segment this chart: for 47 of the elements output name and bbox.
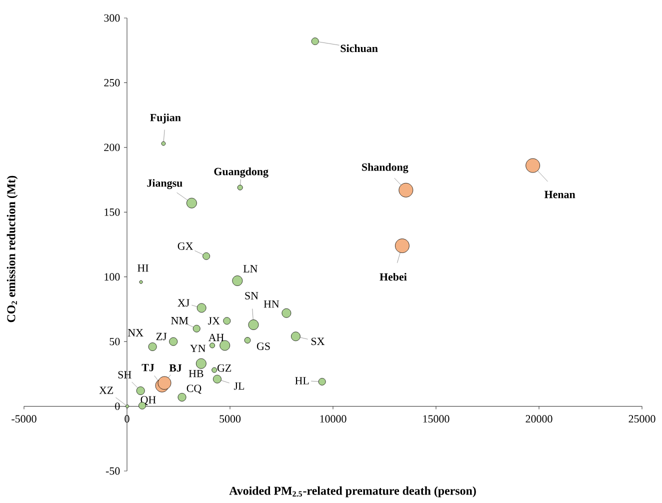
y-tick-label: 100 [104,273,120,281]
x-tick-label: 0 [124,415,130,423]
annotation: HI [138,264,148,272]
y-tick-label: 50 [110,338,120,346]
annotation: HL [295,377,309,384]
annotation: YN [190,344,206,352]
annotation: NX [128,329,144,336]
annotation: HN [264,300,280,308]
annotation: NM [171,317,188,324]
annotation: LN [243,265,258,272]
annotation: ZJ [156,332,167,340]
annotation: SX [311,338,325,346]
y-tick-label: 150 [104,208,120,216]
annotation: XJ [178,299,190,307]
annotation: Sichuan [340,44,378,52]
annotation: GX [178,242,194,250]
x-tick-label: 15000 [423,415,450,423]
y-tick-label: -50 [106,467,120,475]
annotation: Jiangsu [147,179,182,190]
y-axis-title: CO$_{2}$ emission reduction (Mt) [6,176,18,322]
annotation: HB [188,370,204,378]
annotation: GZ [217,364,232,372]
annotation: AH [208,334,224,342]
x-tick-label: 5000 [220,415,241,423]
annotation: TJ [142,364,154,372]
annotation: Guangdong [214,168,268,178]
annotation: Hebei [380,272,407,281]
y-tick-label: 300 [104,14,120,22]
annotation: BJ [169,364,182,372]
x-tick-label: 25000 [628,415,656,423]
annotation: Fujian [150,114,181,124]
annotation: Shandong [362,163,408,174]
annotation: SH [118,371,132,378]
annotation: QH [140,396,156,406]
annotation: JX [208,317,220,325]
annotation: CQ [186,384,202,394]
x-axis-title: Avoided PM$_{2.5}$-related premature death (person) [229,486,476,498]
annotation: XZ [99,386,114,394]
x-tick-label: -5000 [12,415,36,423]
x-tick-label: 20000 [526,415,552,423]
y-tick-label: 200 [104,144,120,152]
annotation: SN [245,292,258,300]
annotation: JL [234,382,244,390]
annotation: Henan [544,190,576,198]
annotation: GS [256,342,270,350]
x-tick-label: 10000 [320,415,346,423]
y-tick-label: 250 [104,79,120,86]
